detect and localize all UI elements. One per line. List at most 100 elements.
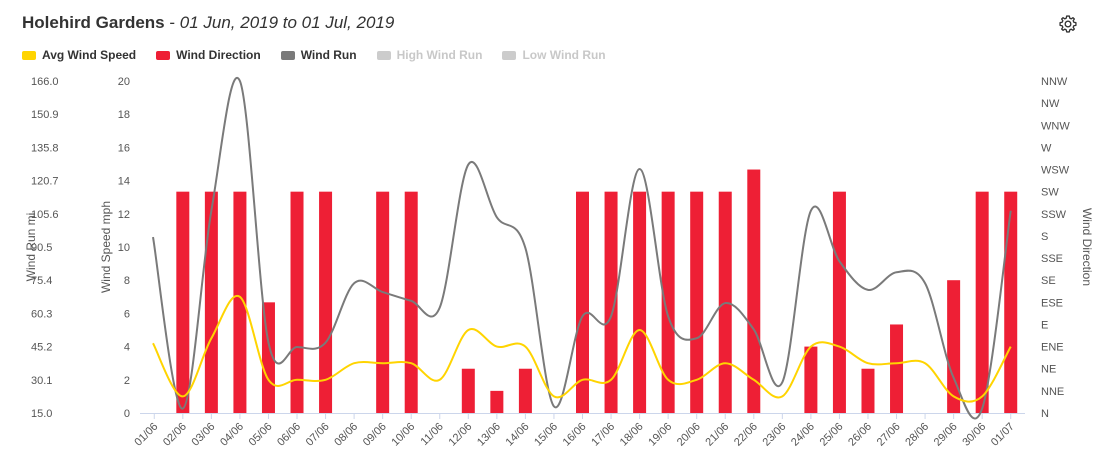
wind-direction-bar <box>975 191 989 413</box>
wind-direction-bar <box>490 390 504 413</box>
y-tick-wind-run: 45.2 <box>31 342 52 354</box>
y-tick-wind-speed: 18 <box>118 109 130 121</box>
y-tick-wind-speed: 14 <box>118 176 130 188</box>
wind-direction-bar <box>204 191 218 413</box>
y-tick-wind-speed: 0 <box>124 408 130 420</box>
gear-icon-graphic <box>1059 15 1077 33</box>
y-tick-wind-run: 166.0 <box>31 76 59 88</box>
y-tick-wind-direction: N <box>1041 408 1049 420</box>
y-tick-wind-direction: ENE <box>1041 342 1064 354</box>
wind-direction-bar <box>518 368 532 413</box>
legend-label: High Wind Run <box>396 48 483 62</box>
y-tick-wind-speed: 6 <box>124 308 130 320</box>
legend-item-high-wind-run[interactable]: High Wind Run <box>376 48 483 62</box>
wind-direction-bar <box>261 302 275 413</box>
x-tick-label: 02/06 <box>161 421 189 449</box>
chart-title: Holehird Gardens - 01 Jun, 2019 to 01 Ju… <box>22 13 394 33</box>
y-tick-wind-direction: NNE <box>1041 386 1064 398</box>
wind-direction-bar <box>290 191 304 413</box>
x-tick-label: 28/06 <box>903 421 931 449</box>
legend-label: Low Wind Run <box>522 48 606 62</box>
y-tick-wind-speed: 10 <box>118 242 130 254</box>
y-tick-wind-direction: NW <box>1041 98 1060 110</box>
x-tick-label: 14/06 <box>504 421 532 449</box>
y-tick-wind-speed: 8 <box>124 275 130 287</box>
y-tick-wind-speed: 20 <box>118 76 130 88</box>
x-tick-label: 19/06 <box>646 421 674 449</box>
legend-item-wind-run[interactable]: Wind Run <box>280 48 357 62</box>
wind-direction-bar <box>633 191 647 413</box>
y-tick-wind-run: 30.1 <box>31 375 52 387</box>
x-tick-label: 27/06 <box>875 421 903 449</box>
y-axis-title-wind-speed: Wind Speed mph <box>99 201 113 293</box>
chart-legend: Avg Wind Speed Wind Direction Wind Run H… <box>22 48 606 62</box>
y-tick-wind-speed: 12 <box>118 209 130 221</box>
title-separator: - <box>164 13 180 32</box>
y-tick-wind-run: 120.7 <box>31 176 59 188</box>
wind-direction-bar <box>832 191 846 413</box>
wind-direction-bar <box>861 368 875 413</box>
x-tick-label: 10/06 <box>389 421 417 449</box>
x-tick-label: 06/06 <box>275 421 303 449</box>
x-tick-label: 13/06 <box>475 421 503 449</box>
legend-item-wind-direction[interactable]: Wind Direction <box>156 48 261 62</box>
wind-direction-bar <box>804 346 818 413</box>
legend-swatch <box>280 50 295 60</box>
wind-direction-bar <box>576 191 589 413</box>
y-tick-wind-run: 105.6 <box>31 209 59 221</box>
y-tick-wind-direction: E <box>1041 319 1048 331</box>
wind-direction-bar <box>604 191 618 413</box>
x-tick-label: 22/06 <box>732 421 760 449</box>
y-tick-wind-direction: S <box>1041 231 1048 243</box>
y-tick-wind-speed: 16 <box>118 142 130 154</box>
x-tick-label: 11/06 <box>419 421 446 448</box>
y-axis-title-wind-run: Wind Run mi <box>24 213 38 282</box>
x-tick-label: 18/06 <box>618 421 646 449</box>
avg-wind-speed-line <box>152 294 1012 403</box>
y-tick-wind-run: 150.9 <box>31 109 59 121</box>
x-tick-label: 01/06 <box>132 421 160 449</box>
y-tick-wind-direction: SSW <box>1041 209 1067 221</box>
wind-direction-bar <box>947 280 961 413</box>
x-tick-label: 20/06 <box>675 421 703 449</box>
wind-run-line <box>152 77 1012 420</box>
wind-direction-bar <box>376 191 390 413</box>
legend-swatch <box>22 50 36 60</box>
x-tick-label: 03/06 <box>190 421 218 449</box>
legend-item-avg-wind-speed[interactable]: Avg Wind Speed <box>22 48 136 62</box>
y-axis-title-wind-direction: Wind Direction <box>1080 208 1094 286</box>
x-tick-label: 09/06 <box>361 421 389 449</box>
x-tick-label: 15/06 <box>532 421 560 449</box>
legend-item-low-wind-run[interactable]: Low Wind Run <box>502 48 606 62</box>
x-tick-label: 24/06 <box>789 421 817 449</box>
y-tick-wind-run: 75.4 <box>31 275 52 287</box>
wind-direction-bar <box>404 191 418 413</box>
x-tick-label: 08/06 <box>332 421 360 449</box>
legend-label: Avg Wind Speed <box>42 48 137 62</box>
y-tick-wind-run: 15.0 <box>31 408 52 420</box>
y-tick-wind-direction: WNW <box>1041 120 1070 132</box>
wind-direction-bar <box>233 191 247 413</box>
date-range: 01 Jun, 2019 to 01 Jul, 2019 <box>179 13 395 32</box>
x-tick-label: 01/07 <box>989 421 1017 449</box>
x-tick-label: 12/06 <box>446 421 474 449</box>
legend-swatch <box>502 50 517 60</box>
wind-direction-bar <box>890 324 904 413</box>
x-tick-label: 04/06 <box>218 421 246 449</box>
x-tick-label: 07/06 <box>304 421 332 449</box>
wind-direction-bar <box>319 191 333 413</box>
x-tick-label: 26/06 <box>846 421 874 449</box>
x-tick-label: 23/06 <box>761 421 789 449</box>
wind-direction-bar <box>690 191 704 413</box>
legend-label: Wind Run <box>300 48 357 62</box>
y-tick-wind-direction: ESE <box>1041 297 1063 309</box>
y-tick-wind-direction: WSW <box>1041 165 1070 177</box>
x-tick-label: 29/06 <box>932 421 960 449</box>
y-tick-wind-direction: SE <box>1041 275 1056 287</box>
y-tick-wind-direction: SW <box>1041 187 1059 199</box>
wind-direction-bar <box>661 191 675 413</box>
legend-swatch <box>376 50 391 60</box>
gear-icon[interactable] <box>1058 14 1078 34</box>
y-tick-wind-direction: W <box>1041 142 1052 154</box>
